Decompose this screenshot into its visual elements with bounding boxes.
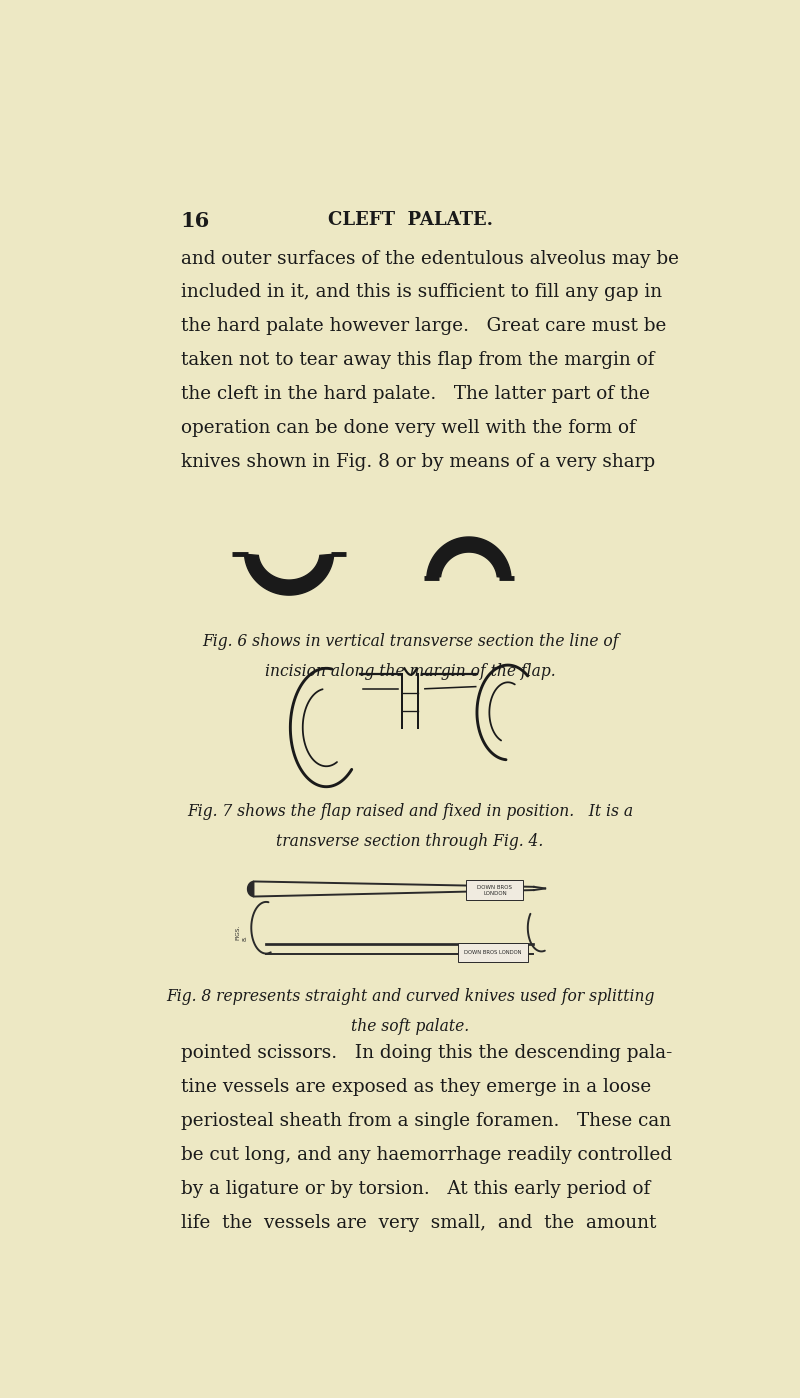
Text: by a ligature or by torsion.   At this early period of: by a ligature or by torsion. At this ear… — [181, 1180, 650, 1198]
Text: Fig. 6 shows in vertical transverse section the line of: Fig. 6 shows in vertical transverse sect… — [202, 633, 618, 650]
Text: LONDON: LONDON — [483, 891, 507, 896]
FancyBboxPatch shape — [466, 881, 523, 900]
Text: the cleft in the hard palate.   The latter part of the: the cleft in the hard palate. The latter… — [181, 386, 650, 403]
Text: periosteal sheath from a single foramen.   These can: periosteal sheath from a single foramen.… — [181, 1111, 670, 1130]
Text: 8.: 8. — [242, 935, 247, 941]
Text: CLEFT  PALATE.: CLEFT PALATE. — [327, 211, 493, 229]
Text: FIGS.: FIGS. — [235, 924, 240, 939]
Text: the soft palate.: the soft palate. — [351, 1018, 469, 1035]
Text: knives shown in Fig. 8 or by means of a very sharp: knives shown in Fig. 8 or by means of a … — [181, 453, 654, 471]
Text: included in it, and this is sufficient to fill any gap in: included in it, and this is sufficient t… — [181, 284, 662, 302]
Text: incision along the margin of the flap.: incision along the margin of the flap. — [265, 663, 555, 679]
Text: DOWN BROS: DOWN BROS — [478, 885, 513, 891]
Text: and outer surfaces of the edentulous alveolus may be: and outer surfaces of the edentulous alv… — [181, 250, 678, 267]
Text: the hard palate however large.   Great care must be: the hard palate however large. Great car… — [181, 317, 666, 336]
Text: life  the  vessels are  very  small,  and  the  amount: life the vessels are very small, and the… — [181, 1213, 656, 1232]
Text: Fig. 8 represents straight and curved knives used for splitting: Fig. 8 represents straight and curved kn… — [166, 988, 654, 1005]
Text: tine vessels are exposed as they emerge in a loose: tine vessels are exposed as they emerge … — [181, 1078, 651, 1096]
Polygon shape — [426, 537, 511, 577]
Text: taken not to tear away this flap from the margin of: taken not to tear away this flap from th… — [181, 351, 654, 369]
Polygon shape — [247, 882, 254, 896]
Text: transverse section through Fig. 4.: transverse section through Fig. 4. — [276, 833, 544, 850]
Text: 16: 16 — [181, 211, 210, 231]
Text: be cut long, and any haemorrhage readily controlled: be cut long, and any haemorrhage readily… — [181, 1146, 672, 1163]
Text: DOWN BROS LONDON: DOWN BROS LONDON — [464, 951, 522, 955]
Text: operation can be done very well with the form of: operation can be done very well with the… — [181, 419, 635, 438]
Text: Fig. 7 shows the flap raised and fixed in position.   It is a: Fig. 7 shows the flap raised and fixed i… — [187, 802, 633, 819]
FancyBboxPatch shape — [458, 942, 529, 962]
Polygon shape — [245, 554, 334, 596]
Text: pointed scissors.   In doing this the descending pala-: pointed scissors. In doing this the desc… — [181, 1044, 672, 1062]
